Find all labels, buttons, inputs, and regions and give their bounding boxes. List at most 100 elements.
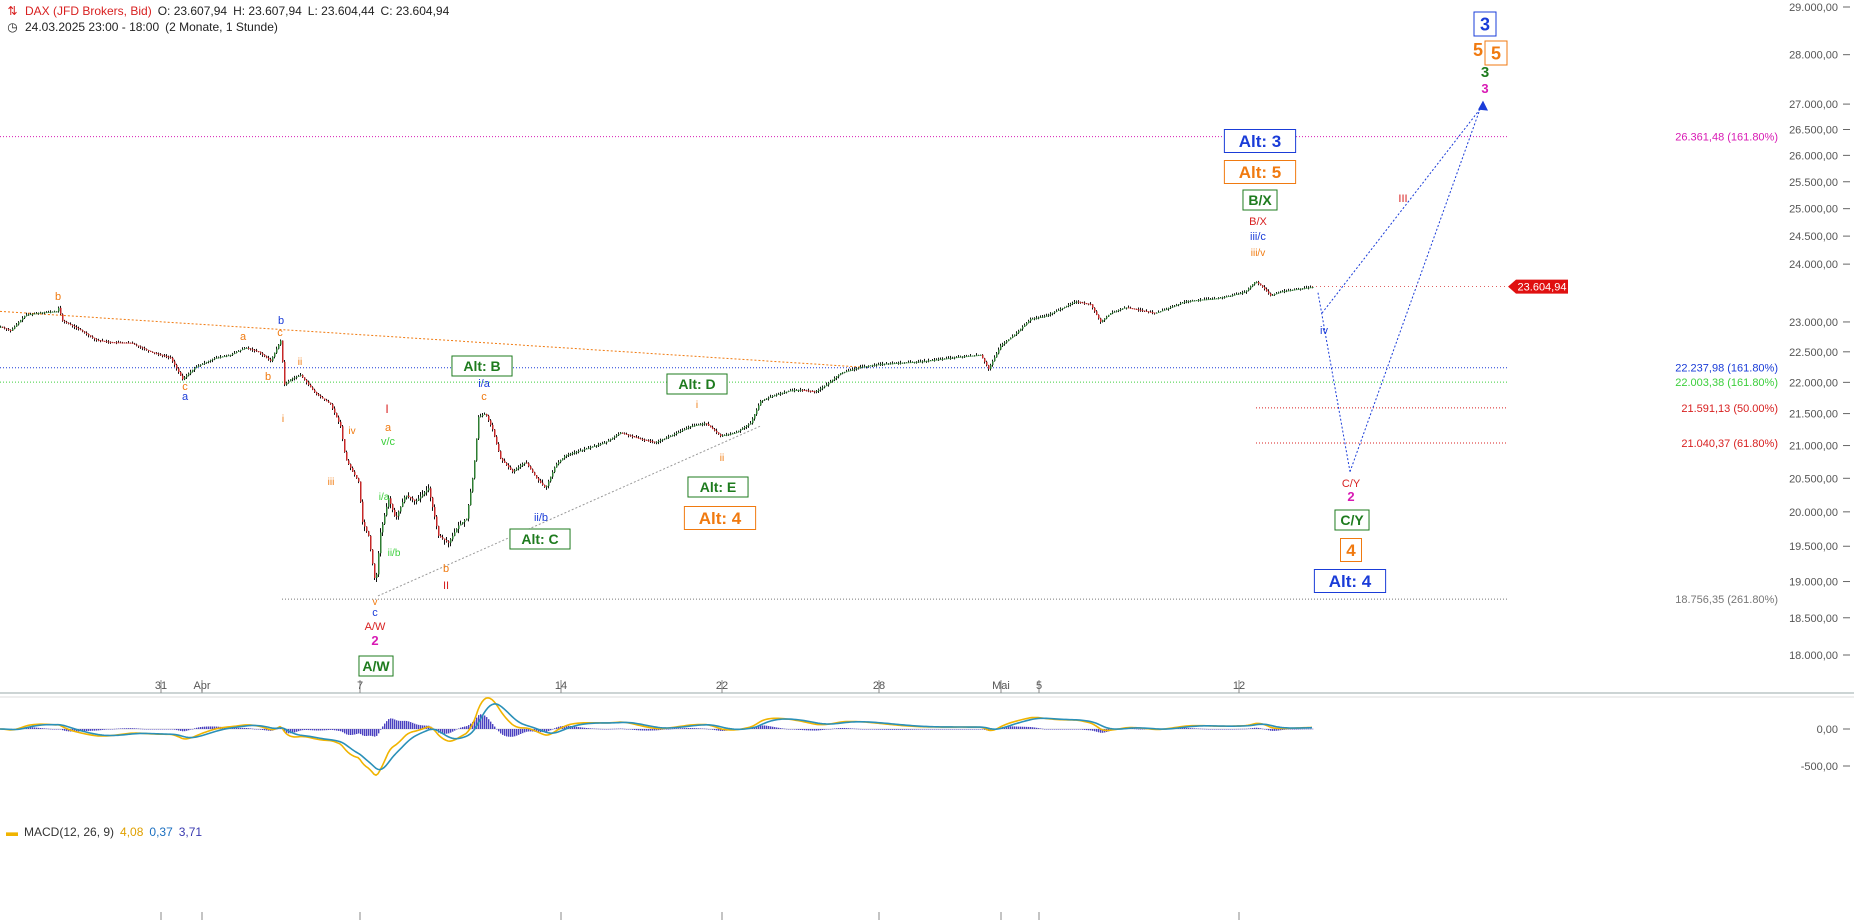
wave-box[interactable] <box>1484 40 1508 66</box>
candle-body <box>214 358 216 360</box>
macd-bar <box>352 729 354 735</box>
candle-body <box>1124 307 1126 309</box>
wave-box-label: Alt: B <box>463 358 500 374</box>
candle-body <box>726 434 728 436</box>
candle-body <box>40 312 42 314</box>
clock-icon: ◷ <box>7 20 18 34</box>
candle-body <box>552 472 554 477</box>
candle-body <box>130 342 132 344</box>
candle-body <box>826 384 828 387</box>
wave-box[interactable] <box>1473 11 1497 37</box>
wave-box[interactable] <box>1340 538 1362 562</box>
macd-bar <box>600 728 602 730</box>
wave-box[interactable] <box>509 528 571 550</box>
candle-body <box>64 320 66 322</box>
macd-bar <box>490 721 492 729</box>
candle-body <box>1132 308 1134 310</box>
macd-bar <box>1064 729 1066 730</box>
candle-body <box>734 432 736 434</box>
candle-body <box>398 511 400 517</box>
candle-body <box>1200 299 1202 301</box>
candle-body <box>938 359 940 361</box>
macd-bar <box>468 725 470 729</box>
wave-box[interactable] <box>687 476 749 498</box>
x-tick-label: 14 <box>555 680 567 692</box>
macd-bar <box>390 718 392 729</box>
candle-body <box>600 443 602 445</box>
candle-body <box>174 361 176 365</box>
candle-body <box>1240 292 1242 294</box>
macd-bar <box>946 729 948 730</box>
candle-body <box>196 366 198 368</box>
candle-body <box>156 353 158 355</box>
macd-bar <box>520 729 522 734</box>
candle-body <box>1266 289 1268 292</box>
candle-body <box>1242 292 1244 294</box>
candle-body <box>294 377 296 379</box>
macd-bar <box>442 729 444 734</box>
candles[interactable] <box>0 280 1314 583</box>
candle-body <box>50 311 52 313</box>
candle-body <box>510 467 512 470</box>
candle-body <box>980 354 982 356</box>
candle-body <box>62 314 64 321</box>
wave-box[interactable] <box>666 373 728 395</box>
macd-bar <box>360 729 362 735</box>
candle-body <box>630 435 632 437</box>
candle-body <box>608 440 610 442</box>
wave-box[interactable] <box>1242 189 1278 211</box>
macd-bar <box>144 728 146 730</box>
macd-bar <box>198 727 200 729</box>
trendline[interactable] <box>0 310 861 368</box>
trendline[interactable] <box>1321 108 1481 314</box>
candle-body <box>454 532 456 536</box>
macd-bar <box>296 729 298 732</box>
candle-body <box>1050 313 1052 315</box>
macd-bar <box>1088 729 1090 731</box>
candle-body <box>164 355 166 357</box>
wave-box[interactable] <box>358 655 394 677</box>
wave-box[interactable] <box>1334 509 1370 531</box>
candle-body <box>486 414 488 416</box>
macd-bar <box>926 729 928 730</box>
candle-body <box>682 430 684 432</box>
macd-bar <box>646 729 648 731</box>
macd-bar <box>772 726 774 729</box>
candle-body <box>404 497 406 503</box>
macd-bar <box>326 729 328 731</box>
candle-body <box>1150 311 1152 313</box>
wave-box[interactable] <box>1223 129 1297 153</box>
trendline[interactable] <box>1317 292 1351 472</box>
trendline[interactable] <box>1349 108 1481 472</box>
candle-body <box>1012 336 1014 338</box>
macd-bar <box>628 729 630 730</box>
candle-body <box>1172 306 1174 308</box>
wave-box[interactable] <box>1223 160 1297 184</box>
wave-box[interactable] <box>1313 569 1387 593</box>
last-price-tag[interactable] <box>1508 279 1568 294</box>
candle-body <box>218 357 220 359</box>
candle-body <box>908 362 910 364</box>
macd-bar <box>1012 726 1014 729</box>
wave-box[interactable] <box>683 506 757 530</box>
wave-box[interactable] <box>451 355 513 377</box>
candle-body <box>1258 282 1260 284</box>
candle-body <box>896 362 898 364</box>
macd-bar <box>180 729 182 731</box>
candle-body <box>240 350 242 352</box>
candle-body <box>1144 310 1146 312</box>
candle-body <box>12 328 14 331</box>
macd-bar <box>674 728 676 730</box>
macd-legend: ▬ MACD(12, 26, 9) 4,08 0,37 3,71 <box>6 825 208 839</box>
candle-body <box>636 437 638 439</box>
macd-bar <box>1068 729 1070 730</box>
macd-bar <box>584 727 586 729</box>
macd-bar <box>1292 729 1294 730</box>
candle-body <box>690 426 692 428</box>
wave-label: c <box>372 607 378 619</box>
macd-bar <box>910 729 912 730</box>
macd-bar <box>252 728 254 730</box>
macd-bar <box>528 729 530 732</box>
trendline[interactable] <box>377 425 761 597</box>
